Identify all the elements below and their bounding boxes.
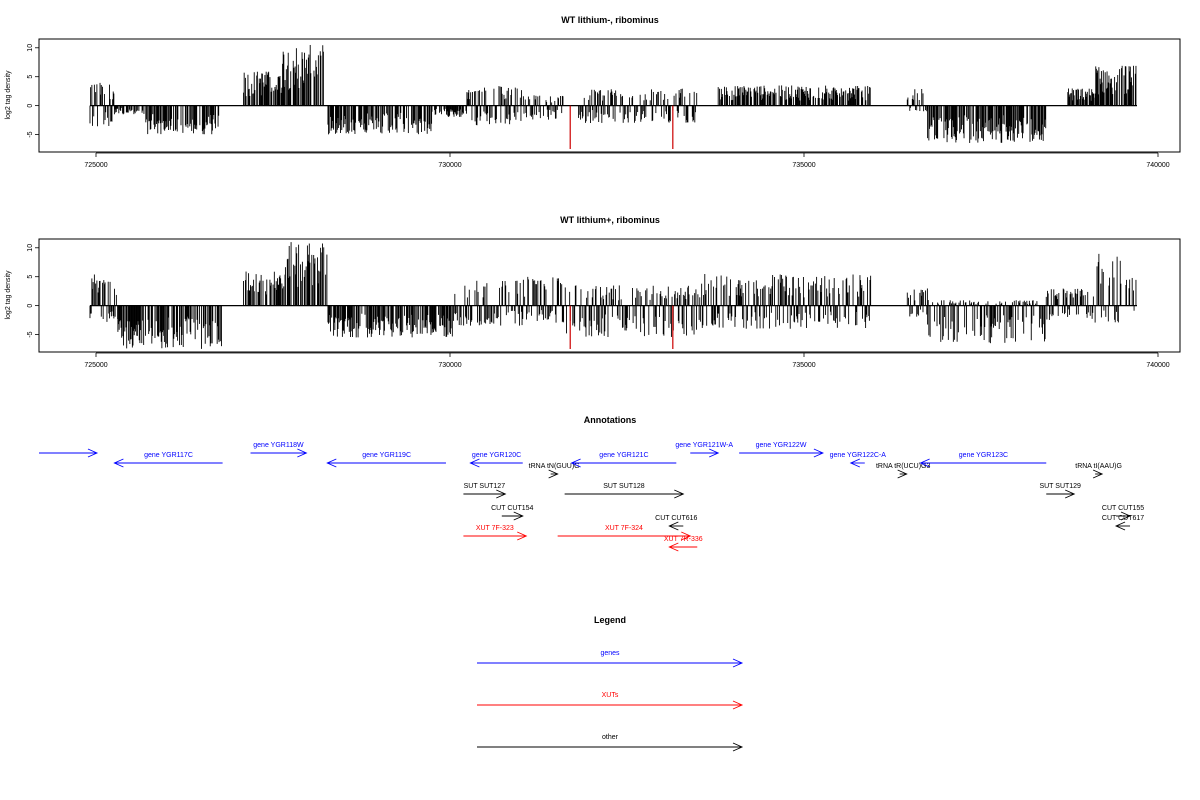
track-panel-lithium-plus: WT lithium+, ribominus log2 tag density …	[5, 215, 1181, 369]
y-axis-label: log2 tag density	[5, 270, 12, 320]
y-axis: -5 0 5 10	[27, 44, 40, 138]
annotations-title: Annotations	[584, 415, 637, 425]
annotation-label: XUT 7F-324	[605, 525, 643, 532]
annotation-label: SUT SUT127	[464, 483, 506, 490]
x-tick-label: 735000	[792, 162, 815, 169]
legend-entries: genes XUTs other	[477, 650, 744, 752]
annotation-label: CUT CUT617	[1102, 515, 1144, 522]
annotation-arrow	[690, 448, 720, 458]
x-tick-label: 725000	[84, 362, 107, 369]
y-tick-label: 0	[27, 104, 34, 108]
annotation-arrow	[849, 458, 865, 468]
annotation-label: tRNA tN(GUU)G	[529, 463, 580, 470]
x-tick-label: 730000	[438, 162, 461, 169]
x-axis: 725000 730000 735000 740000	[84, 352, 1170, 369]
legend-panel: Legend genes XUTs other	[477, 615, 744, 752]
y-tick-label: 5	[27, 275, 34, 279]
legend-label: other	[602, 734, 619, 741]
annotation-arrow	[897, 469, 908, 479]
panel-title: WT lithium+, ribominus	[560, 215, 660, 225]
annotation-label: CUT CUT155	[1102, 505, 1144, 512]
legend-label: genes	[600, 650, 620, 657]
annotation-label: CUT CUT154	[491, 505, 533, 512]
annotation-arrow	[1046, 489, 1076, 499]
panel-title: WT lithium-, ribominus	[561, 15, 659, 25]
annotation-label: tRNA tR(UCU)G3	[876, 463, 931, 470]
y-axis-label: log2 tag density	[5, 70, 12, 120]
annotation-arrow	[739, 448, 825, 458]
x-tick-label: 725000	[84, 162, 107, 169]
x-tick-label: 740000	[1146, 362, 1169, 369]
annotation-label: gene YGR121C	[599, 452, 648, 459]
legend-arrow	[477, 742, 744, 752]
legend-title: Legend	[594, 615, 626, 625]
annotation-arrow	[557, 531, 692, 541]
annotation-label: gene YGR119C	[362, 452, 411, 459]
annotation-label: gene YGR121W-A	[675, 442, 733, 449]
annotation-arrow	[548, 469, 559, 479]
annotation-label: gene YGR122W	[756, 442, 807, 449]
track-panel-lithium-minus: WT lithium-, ribominus log2 tag density …	[5, 15, 1181, 169]
legend-arrow	[477, 700, 744, 710]
annotation-label: gene YGR120C	[472, 452, 521, 459]
annotation-arrow	[39, 448, 99, 458]
annotation-arrow	[919, 458, 1047, 468]
annotation-arrow	[463, 531, 528, 541]
annotation-arrow	[564, 489, 685, 499]
annotation-label: tRNA tI(AAU)G	[1075, 463, 1122, 470]
x-axis: 725000 730000 735000 740000	[84, 152, 1170, 169]
y-tick-label: 10	[27, 44, 34, 52]
annotation-arrow	[250, 448, 308, 458]
annotation-label: SUT SUT128	[603, 483, 645, 490]
density-bars	[89, 44, 1137, 149]
y-tick-label: 5	[27, 75, 34, 79]
annotation-arrow	[1116, 511, 1132, 521]
y-tick-label: 10	[27, 244, 34, 252]
annotation-label: gene YGR118W	[253, 442, 304, 449]
annotation-arrow	[501, 511, 524, 521]
annotation-label: SUT SUT129	[1039, 483, 1081, 490]
x-tick-label: 730000	[438, 362, 461, 369]
y-axis: -5 0 5 10	[27, 244, 40, 338]
x-tick-label: 740000	[1146, 162, 1169, 169]
y-tick-label: 0	[27, 304, 34, 308]
legend-arrow	[477, 658, 744, 668]
annotation-arrow	[1092, 469, 1104, 479]
annotation-arrow	[469, 458, 523, 468]
legend-label: XUTs	[602, 692, 619, 699]
annotation-label: gene YGR122C-A	[830, 452, 887, 459]
y-tick-label: -5	[27, 131, 34, 137]
annotation-label: XUT 7F-323	[476, 525, 514, 532]
annotation-label: gene YGR117C	[144, 452, 193, 459]
annotation-arrow	[1114, 521, 1131, 531]
annotation-arrow	[326, 458, 446, 468]
annotation-arrow	[463, 489, 507, 499]
x-tick-label: 735000	[792, 362, 815, 369]
density-bars	[89, 242, 1137, 349]
annotation-label: gene YGR123C	[959, 452, 1008, 459]
annotation-features: gene YGR117C gene YGR118W gene YGR119C gene…	[39, 442, 1144, 552]
annotation-arrow	[668, 521, 684, 531]
annotation-arrow	[113, 458, 223, 468]
annotation-arrow	[668, 542, 698, 552]
annotation-label: CUT CUT616	[655, 515, 697, 522]
annotation-label: XUT 7R-336	[664, 536, 703, 543]
annotation-arrow	[570, 458, 677, 468]
y-tick-label: -5	[27, 331, 34, 337]
